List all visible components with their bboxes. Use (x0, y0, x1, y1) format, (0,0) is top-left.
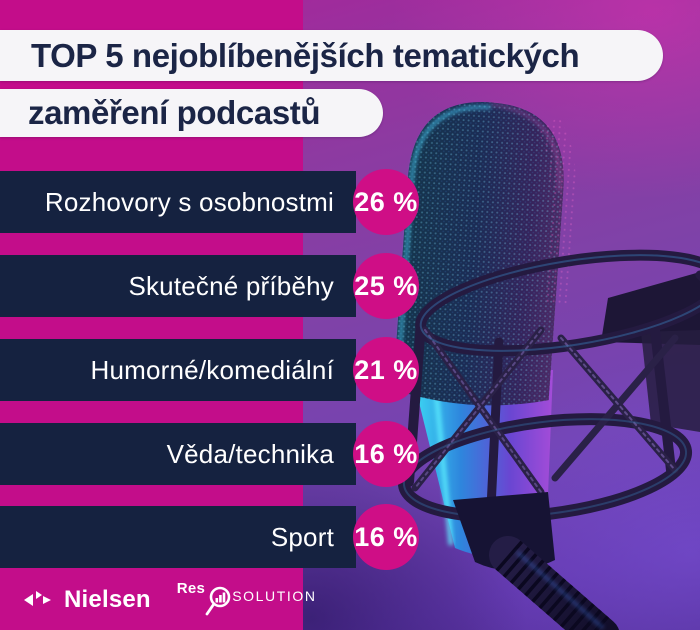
row-label: Humorné/komediální (90, 354, 334, 385)
row-label: Skutečné příběhy (128, 270, 334, 301)
chart-row: Sport (0, 506, 356, 568)
magnifier-bar-chart-icon (205, 586, 231, 616)
row-label: Věda/technika (166, 438, 334, 469)
title-line-2: zaměření podcastů (0, 89, 383, 137)
nielsen-wordmark: Nielsen (64, 586, 151, 613)
value-badge: 16 % (353, 421, 419, 487)
resolution-logo: Res SOLUTION (177, 580, 317, 620)
chart-row: Věda/technika (0, 423, 356, 485)
chart-row: Humorné/komediální (0, 339, 356, 401)
value-badge: 21 % (353, 337, 419, 403)
nielsen-arrows-icon (24, 591, 51, 606)
resolution-wordmark-main: SOLUTION (232, 588, 317, 604)
row-label: Sport (270, 521, 334, 552)
chart-row: Skutečné příběhy (0, 255, 356, 317)
chart-row: Rozhovory s osobnostmi (0, 171, 356, 233)
microphone-photo (303, 0, 700, 630)
value-badge: 26 % (353, 169, 419, 235)
row-label: Rozhovory s osobnostmi (44, 186, 334, 217)
nielsen-logo: Nielsen (24, 586, 151, 614)
resolution-wordmark-pre: Res (176, 580, 206, 597)
value-badge: 25 % (353, 253, 419, 319)
title-line-1: TOP 5 nejoblíbenějších tematických (0, 30, 663, 81)
studio-microphone-illustration (393, 102, 700, 630)
value-badge: 16 % (353, 504, 419, 570)
footer: Nielsen Res SOLUTION (0, 570, 315, 630)
